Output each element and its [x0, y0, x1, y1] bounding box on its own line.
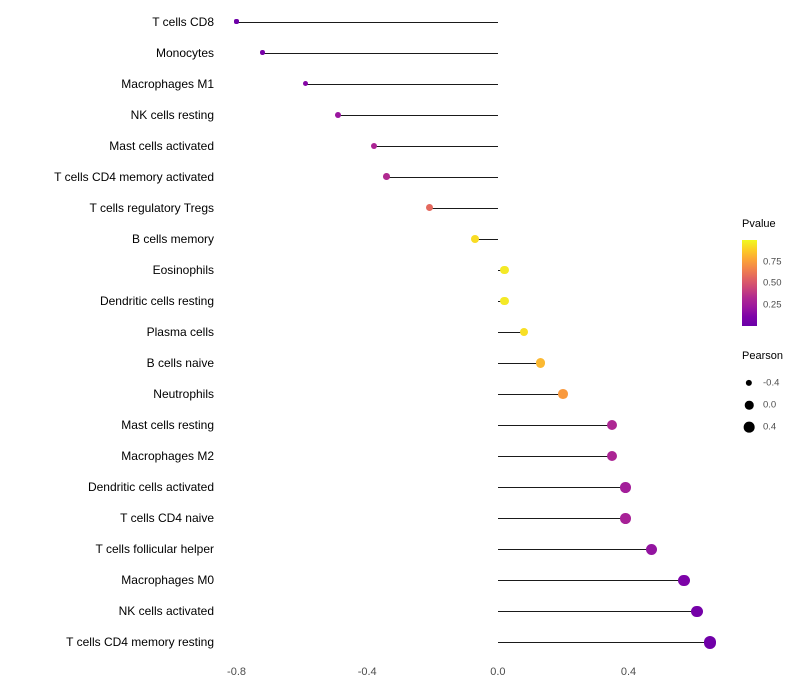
- pearson-size-legend-dot: [743, 421, 755, 433]
- x-axis-tick-label: 0.0: [490, 666, 506, 678]
- lollipop-dot: [302, 80, 308, 87]
- lollipop-stem: [497, 487, 626, 489]
- lollipop-dot: [678, 574, 690, 587]
- pearson-size-legend-dot: [744, 400, 754, 410]
- lollipop-dot: [334, 111, 341, 118]
- x-axis-tick-label: -0.8: [227, 666, 247, 678]
- y-axis-label: Macrophages M0: [121, 573, 214, 588]
- lollipop-dot: [619, 512, 631, 524]
- y-axis-label: Macrophages M2: [121, 449, 214, 464]
- lollipop-dot: [234, 19, 239, 24]
- pearson-size-legend-label: -0.4: [763, 377, 780, 389]
- y-axis-label: B cells memory: [131, 231, 214, 246]
- lollipop-stem: [497, 394, 564, 396]
- pvalue-colorbar-tick-label: 0.25: [763, 299, 782, 310]
- y-axis-label: T cells regulatory Tregs: [89, 200, 215, 215]
- pvalue-colorbar-wrap: 0.75 0.50 0.25: [742, 240, 800, 326]
- lollipop-stem: [497, 332, 524, 333]
- lollipop-stem: [236, 21, 498, 23]
- x-axis-tick-label: 0.4: [620, 666, 637, 678]
- y-axis-label: Macrophages M1: [121, 76, 214, 91]
- pearson-size-legend-label: 0.0: [763, 399, 777, 411]
- lollipop-stem: [497, 363, 541, 365]
- y-axis-label: T cells CD4 memory resting: [66, 635, 214, 650]
- lollipop-dot: [425, 204, 433, 212]
- lollipop-dot: [619, 481, 631, 493]
- pearson-size-legend-row: -0.4: [742, 372, 800, 394]
- lollipop-dot: [606, 450, 618, 462]
- lollipop-dot: [470, 234, 480, 243]
- x-axis-tick-label: -0.4: [357, 666, 377, 678]
- y-axis-label: T cells CD8: [152, 14, 214, 29]
- pearson-size-legend: -0.4 0.0 0.4: [742, 372, 800, 438]
- lollipop-dot: [558, 389, 568, 399]
- y-axis-label: T cells CD4 naive: [120, 511, 214, 526]
- lollipop-dot: [519, 327, 529, 337]
- pvalue-colorbar-tick-label: 0.75: [763, 256, 782, 267]
- pvalue-colorbar: [742, 240, 757, 326]
- pearson-legend-title: Pearson: [742, 350, 783, 362]
- lollipop-stem: [497, 549, 652, 551]
- lollipop-stem: [497, 518, 626, 520]
- lollipop-stem: [337, 114, 498, 116]
- lollipop-stem: [386, 176, 498, 178]
- y-axis-label: NK cells activated: [118, 604, 214, 619]
- lollipop-stem: [262, 52, 498, 54]
- y-axis-labels: T cells CD8 Monocytes Macrophages M1 NK cel…: [0, 6, 222, 658]
- lollipop-stem: [497, 456, 613, 458]
- y-axis-label: Neutrophils: [153, 387, 214, 402]
- y-axis-label: T cells follicular helper: [95, 542, 215, 557]
- legend-panel: Pvalue 0.75 0.50 0.25 Pearson -0.4 0.0 0.4: [742, 218, 800, 438]
- pearson-size-legend-label: 0.4: [763, 421, 777, 433]
- pearson-size-legend-row: 0.4: [742, 416, 800, 438]
- lollipop-stem: [497, 580, 685, 582]
- y-axis-label: Monocytes: [155, 45, 214, 60]
- lollipop-stem: [373, 145, 498, 147]
- x-axis: -0.8 -0.4 0.0 0.4: [227, 666, 720, 682]
- y-axis-label: Mast cells activated: [109, 138, 214, 153]
- lollipop-stem: [497, 611, 698, 613]
- lollipop-dot: [370, 142, 377, 149]
- y-axis-label: Dendritic cells resting: [99, 293, 214, 308]
- lollipop-stem: [475, 238, 498, 240]
- lollipop-stem: [497, 425, 613, 427]
- lollipop-dot: [535, 358, 545, 368]
- lollipop-dot: [704, 636, 717, 649]
- lollipop-dot: [260, 50, 265, 55]
- y-axis-label: NK cells resting: [130, 107, 214, 122]
- lollipop-dot: [383, 173, 391, 181]
- y-axis-label: B cells naive: [146, 356, 214, 371]
- y-axis-label: Mast cells resting: [121, 418, 214, 433]
- pvalue-colorbar-tick-label: 0.50: [763, 277, 782, 289]
- y-axis-label: Plasma cells: [146, 325, 214, 339]
- lollipop-stem: [305, 83, 498, 85]
- pearson-size-legend-dot: [745, 379, 753, 387]
- pearson-size-legend-row: 0.0: [742, 394, 800, 416]
- lollipop-dot: [691, 605, 704, 618]
- plot-area: [230, 6, 720, 658]
- y-axis-label: Eosinophils: [152, 262, 214, 277]
- lollipop-dot: [645, 543, 657, 555]
- pvalue-legend-title: Pvalue: [742, 218, 776, 230]
- lollipop-stem: [429, 207, 498, 209]
- y-axis-label: Dendritic cells activated: [87, 480, 214, 495]
- lollipop-dot: [606, 419, 618, 431]
- lollipop-dot: [500, 265, 509, 275]
- y-axis-label: T cells CD4 memory activated: [54, 169, 214, 184]
- lollipop-stem: [497, 642, 711, 644]
- lollipop-dot: [500, 296, 509, 306]
